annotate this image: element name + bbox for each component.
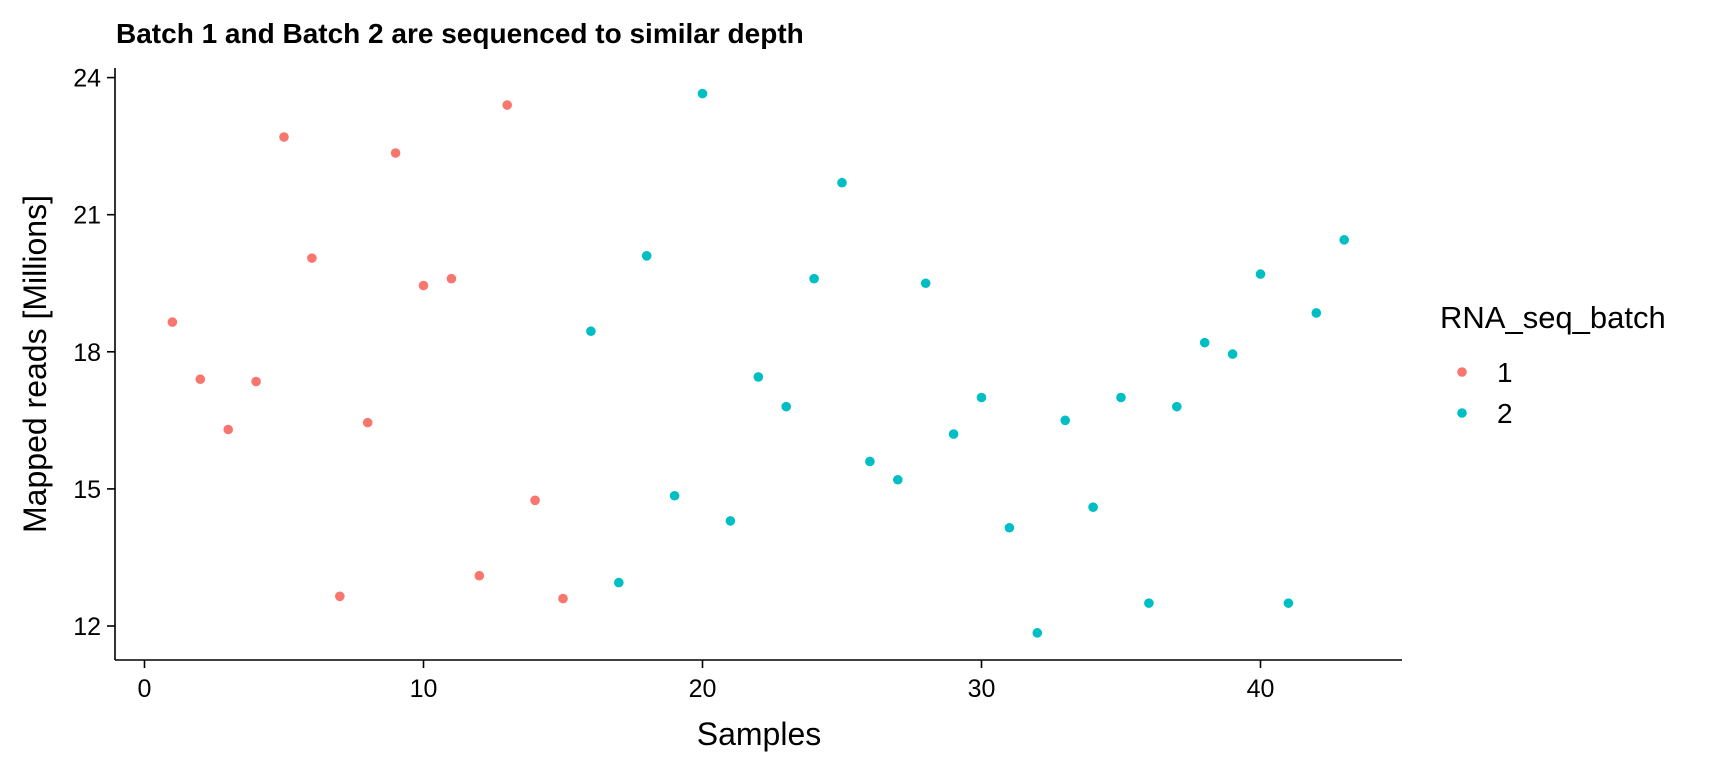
data-point-batch-2 [1088, 502, 1098, 512]
data-point-batch-1 [223, 424, 233, 435]
data-point-batch-2 [1311, 308, 1322, 318]
data-point-batch-1 [390, 148, 401, 158]
chart-title: Batch 1 and Batch 2 are sequenced to sim… [116, 18, 804, 49]
legend-key-1 [1457, 367, 1467, 377]
data-point-batch-2 [753, 372, 764, 382]
legend-title: RNA_seq_batch [1440, 300, 1666, 335]
data-point-batch-1 [279, 132, 289, 142]
data-point-batch-2 [976, 392, 987, 403]
x-tick-label: 40 [1247, 675, 1275, 703]
data-point-batch-2 [809, 273, 819, 284]
data-point-batch-1 [195, 374, 206, 385]
x-tick-label: 10 [410, 675, 438, 703]
data-points [167, 88, 1349, 638]
data-point-batch-2 [948, 429, 959, 439]
plot-area: 0 10 20 30 40 12 15 18 21 24 [73, 65, 1402, 703]
data-point-batch-1 [335, 591, 345, 602]
data-point-batch-2 [725, 516, 736, 526]
legend-label-2: 2 [1497, 398, 1513, 429]
data-point-batch-1 [167, 317, 178, 327]
data-point-batch-2 [865, 456, 875, 467]
y-tick-label: 15 [73, 476, 101, 504]
data-point-batch-2 [586, 326, 596, 337]
data-point-batch-1 [446, 273, 457, 284]
legend-label-1: 1 [1497, 357, 1513, 388]
data-point-batch-1 [558, 593, 568, 604]
data-point-batch-2 [1199, 337, 1210, 348]
data-point-batch-2 [697, 88, 708, 99]
y-tick-label: 12 [73, 613, 101, 641]
x-tick-label: 20 [689, 675, 717, 703]
x-axis-ticks: 0 10 20 30 40 [138, 660, 1275, 703]
x-axis-title: Samples [697, 716, 822, 752]
data-point-batch-2 [781, 401, 791, 412]
legend-entries: 12 [1457, 357, 1513, 429]
data-point-batch-2 [1032, 628, 1043, 638]
data-point-batch-2 [837, 177, 847, 188]
data-point-batch-2 [1172, 401, 1182, 412]
x-tick-label: 0 [138, 675, 152, 703]
y-tick-label: 18 [73, 339, 101, 367]
data-point-batch-1 [502, 100, 512, 110]
data-point-batch-2 [669, 490, 680, 501]
data-point-batch-2 [893, 474, 903, 485]
data-point-batch-2 [641, 251, 652, 261]
data-point-batch-2 [1144, 598, 1154, 608]
data-point-batch-2 [1283, 598, 1294, 608]
data-point-batch-1 [474, 570, 485, 581]
data-point-batch-2 [1060, 415, 1070, 426]
data-point-batch-2 [1227, 349, 1238, 359]
data-point-batch-2 [1004, 522, 1015, 533]
data-point-batch-1 [251, 376, 261, 387]
y-tick-label: 24 [73, 65, 101, 93]
data-point-batch-2 [1339, 235, 1349, 245]
data-point-batch-2 [1255, 269, 1266, 279]
data-point-batch-1 [362, 417, 373, 428]
y-tick-label: 21 [73, 202, 101, 230]
data-point-batch-1 [530, 495, 540, 506]
legend: RNA_seq_batch 12 [1440, 300, 1666, 429]
y-axis-ticks: 12 15 18 21 24 [73, 65, 115, 641]
y-axis-title: Mapped reads [Millions] [17, 195, 53, 533]
data-point-batch-1 [418, 280, 429, 291]
data-point-batch-1 [307, 253, 317, 263]
legend-key-2 [1457, 408, 1467, 418]
x-tick-label: 30 [968, 675, 996, 703]
data-point-batch-2 [614, 577, 624, 588]
data-point-batch-2 [1116, 392, 1126, 403]
data-point-batch-2 [920, 278, 931, 289]
